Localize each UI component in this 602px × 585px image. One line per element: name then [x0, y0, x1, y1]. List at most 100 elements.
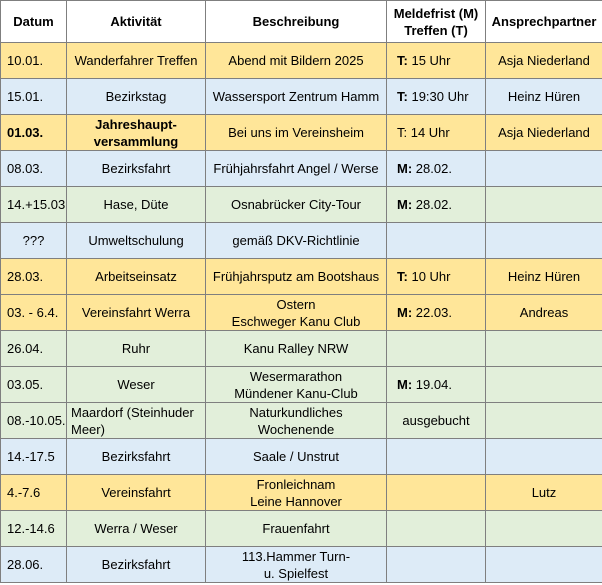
contact-cell: Andreas [485, 294, 602, 331]
table-row: 14.-17.5 Bezirksfahrt Saale / Unstrut [0, 438, 602, 475]
date-cell: 15.01. [0, 78, 67, 115]
contact-cell [485, 222, 602, 259]
description-cell: Bei uns im Vereinsheim [205, 114, 387, 151]
table-row: 08.-10.05. Maardorf (Steinhuder Meer) Na… [0, 402, 602, 439]
table-row: 28.06. Bezirksfahrt 113.Hammer Turn- u. … [0, 546, 602, 583]
table-row: 28.03. Arbeitseinsatz Frühjahrsputz am B… [0, 258, 602, 295]
description-cell: Saale / Unstrut [205, 438, 387, 475]
table-row: 14.+15.03 Hase, Düte Osnabrücker City-To… [0, 186, 602, 223]
header-row: Datum Aktivität Beschreibung Meldefrist … [0, 0, 602, 43]
deadline-cell [386, 222, 486, 259]
description-cell: Wesermarathon Mündener Kanu-Club [205, 366, 387, 403]
deadline-value: 19:30 Uhr [411, 89, 469, 104]
table-row: 03. - 6.4. Vereinsfahrt Werra Ostern Esc… [0, 294, 602, 331]
contact-cell [485, 402, 602, 439]
contact-cell [485, 546, 602, 583]
contact-cell: Asja Niederland [485, 42, 602, 79]
description-cell: Kanu Ralley NRW [205, 330, 387, 367]
deadline-prefix: T: [397, 89, 408, 104]
table-row: 10.01. Wanderfahrer Treffen Abend mit Bi… [0, 42, 602, 79]
activity-cell: Wanderfahrer Treffen [66, 42, 206, 79]
activity-cell: Umweltschulung [66, 222, 206, 259]
deadline-cell: M: 28.02. [386, 150, 486, 187]
activity-cell: Jahreshaupt- versammlung [66, 114, 206, 151]
deadline-cell: M: 19.04. [386, 366, 486, 403]
header-contact: Ansprechpartner [485, 0, 602, 43]
activity-cell: Ruhr [66, 330, 206, 367]
date-cell: 03.05. [0, 366, 67, 403]
deadline-value: 10 Uhr [411, 269, 451, 284]
activity-cell: Arbeitseinsatz [66, 258, 206, 295]
description-cell: Frühjahrsputz am Bootshaus [205, 258, 387, 295]
header-date: Datum [0, 0, 67, 43]
date-cell: 28.06. [0, 546, 67, 583]
deadline-value: 28.02. [415, 161, 452, 176]
header-deadline-line1: Meldefrist (M) [393, 5, 479, 21]
contact-cell [485, 186, 602, 223]
description-cell: Wassersport Zentrum Hamm [205, 78, 387, 115]
description-cell: gemäß DKV-Richtlinie [205, 222, 387, 259]
table-row: 15.01. Bezirkstag Wassersport Zentrum Ha… [0, 78, 602, 115]
deadline-cell: T: 10 Uhr [386, 258, 486, 295]
date-cell: 26.04. [0, 330, 67, 367]
deadline-value: 15 Uhr [411, 53, 451, 68]
deadline-prefix: M: [397, 377, 413, 392]
deadline-cell: M: 28.02. [386, 186, 486, 223]
description-cell: Frauenfahrt [205, 510, 387, 547]
table-row: 08.03. Bezirksfahrt Frühjahrsfahrt Angel… [0, 150, 602, 187]
header-activity: Aktivität [66, 0, 206, 43]
deadline-cell [386, 546, 486, 583]
contact-cell [485, 366, 602, 403]
table-row: 01.03. Jahreshaupt- versammlung Bei uns … [0, 114, 602, 151]
contact-cell: Heinz Hüren [485, 78, 602, 115]
date-cell: 08.03. [0, 150, 67, 187]
description-cell: Naturkundliches Wochenende [205, 402, 387, 439]
deadline-cell [386, 474, 486, 511]
deadline-prefix: M: [397, 197, 413, 212]
deadline-cell [386, 438, 486, 475]
deadline-cell: T: 14 Uhr [386, 114, 486, 151]
activity-cell: Weser [66, 366, 206, 403]
description-cell: 113.Hammer Turn- u. Spielfest [205, 546, 387, 583]
deadline-prefix: M: [397, 161, 413, 176]
activity-cell: Bezirksfahrt [66, 546, 206, 583]
date-cell: 28.03. [0, 258, 67, 295]
contact-cell: Heinz Hüren [485, 258, 602, 295]
activity-cell: Bezirksfahrt [66, 438, 206, 475]
date-cell: 14.-17.5 [0, 438, 67, 475]
contact-cell: Asja Niederland [485, 114, 602, 151]
table-row: 12.-14.6 Werra / Weser Frauenfahrt [0, 510, 602, 547]
contact-cell [485, 438, 602, 475]
deadline-cell: T: 15 Uhr [386, 42, 486, 79]
table-row: 03.05. Weser Wesermarathon Mündener Kanu… [0, 366, 602, 403]
description-cell: Abend mit Bildern 2025 [205, 42, 387, 79]
deadline-prefix: T: [397, 269, 408, 284]
activity-cell: Bezirksfahrt [66, 150, 206, 187]
date-cell: 10.01. [0, 42, 67, 79]
deadline-value: 28.02. [415, 197, 452, 212]
deadline-cell: M: 22.03. [386, 294, 486, 331]
contact-cell [485, 150, 602, 187]
activity-cell: Maardorf (Steinhuder Meer) [66, 402, 206, 439]
deadline-cell: ausgebucht [386, 402, 486, 439]
activity-cell: Vereinsfahrt Werra [66, 294, 206, 331]
deadline-value: T: 14 Uhr [397, 125, 450, 140]
deadline-value: 19.04. [415, 377, 452, 392]
date-cell: ??? [0, 222, 67, 259]
table-row: ??? Umweltschulung gemäß DKV-Richtlinie [0, 222, 602, 259]
description-cell: Fronleichnam Leine Hannover [205, 474, 387, 511]
deadline-prefix: M: [397, 305, 413, 320]
date-cell: 4.-7.6 [0, 474, 67, 511]
deadline-value: 22.03. [415, 305, 452, 320]
header-deadline: Meldefrist (M) Treffen (T) [386, 0, 486, 43]
date-cell: 14.+15.03 [0, 186, 67, 223]
activity-cell: Hase, Düte [66, 186, 206, 223]
date-cell: 12.-14.6 [0, 510, 67, 547]
header-deadline-line2: Treffen (T) [404, 22, 468, 38]
deadline-cell [386, 510, 486, 547]
activity-cell: Werra / Weser [66, 510, 206, 547]
header-description: Beschreibung [205, 0, 387, 43]
date-cell: 03. - 6.4. [0, 294, 67, 331]
contact-cell: Lutz [485, 474, 602, 511]
